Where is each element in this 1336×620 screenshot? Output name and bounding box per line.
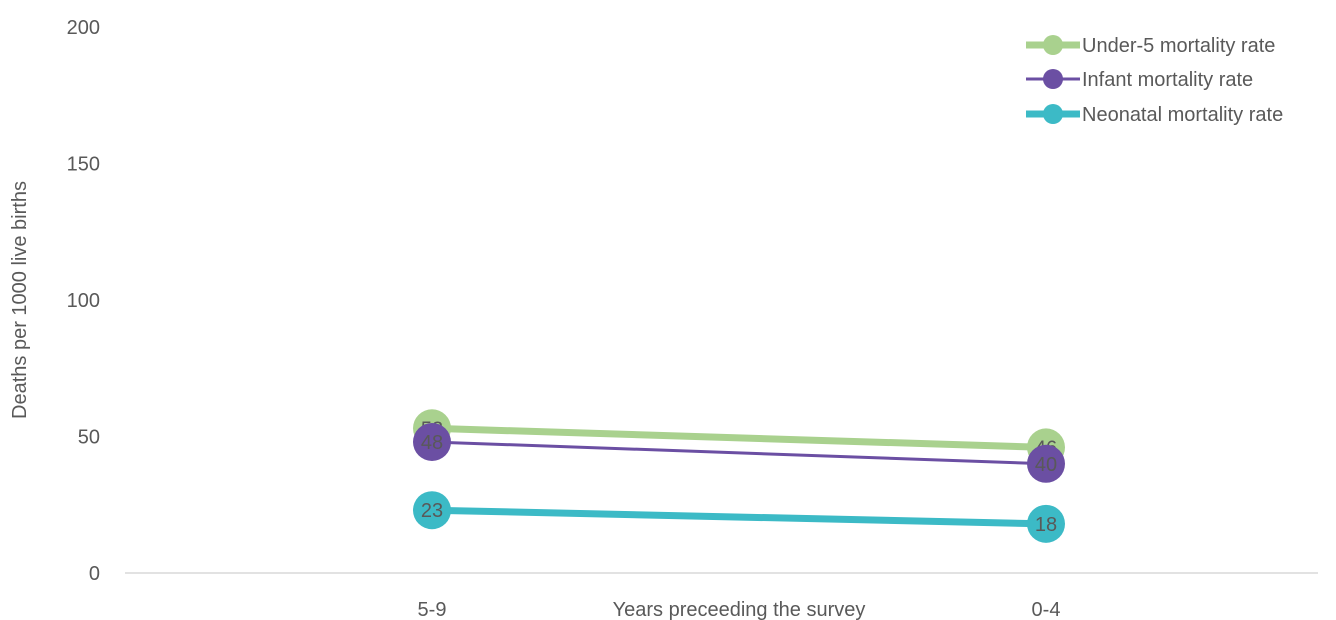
- data-label: 18: [1035, 514, 1057, 536]
- x-axis-title: Years preceeding the survey: [613, 599, 866, 620]
- data-point: [413, 422, 451, 461]
- legend-marker: [1043, 104, 1063, 124]
- series-layer: 534648 40 23 18: [413, 409, 1065, 543]
- data-point: [413, 491, 451, 530]
- series-line: [431, 424, 1047, 451]
- data-point: [1027, 444, 1065, 483]
- y-tick-label: 50: [78, 427, 100, 449]
- series-line: [431, 506, 1047, 528]
- series-line: [431, 440, 1047, 466]
- y-tick-label: 200: [67, 17, 100, 39]
- legend-marker: [1043, 35, 1063, 55]
- data-label: 23: [421, 500, 443, 522]
- legend-label: Neonatal mortality rate: [1082, 104, 1283, 126]
- x-tick-label: 5-9: [418, 599, 447, 620]
- legend-label: Under-5 mortality rate: [1082, 35, 1275, 57]
- data-point: [1027, 504, 1065, 543]
- y-tick-label: 100: [67, 290, 100, 312]
- legend-item: Under-5 mortality rate: [1026, 35, 1275, 57]
- data-label: 48: [421, 432, 443, 454]
- legend-marker: [1043, 69, 1063, 89]
- y-tick-label: 150: [67, 154, 100, 176]
- data-label: 40: [1035, 454, 1057, 476]
- y-tick-label: 0: [89, 563, 100, 585]
- legend-label: Infant mortality rate: [1082, 69, 1253, 91]
- series-1: 5346: [413, 409, 1065, 467]
- y-axis-title: Deaths per 1000 live births: [9, 181, 31, 419]
- legend-item: Infant mortality rate: [1026, 69, 1253, 91]
- legend-item: Neonatal mortality rate: [1026, 104, 1283, 126]
- legend: Under-5 mortality rate Infant mortality r…: [1026, 35, 1283, 126]
- series-2: 48 40: [413, 422, 1065, 483]
- x-axis-ticks: 5-9 0-4: [418, 599, 1061, 620]
- x-tick-label: 0-4: [1032, 599, 1061, 620]
- y-axis-ticks: 0 50 100 150 200: [67, 17, 100, 585]
- series-3: 23 18: [413, 491, 1065, 543]
